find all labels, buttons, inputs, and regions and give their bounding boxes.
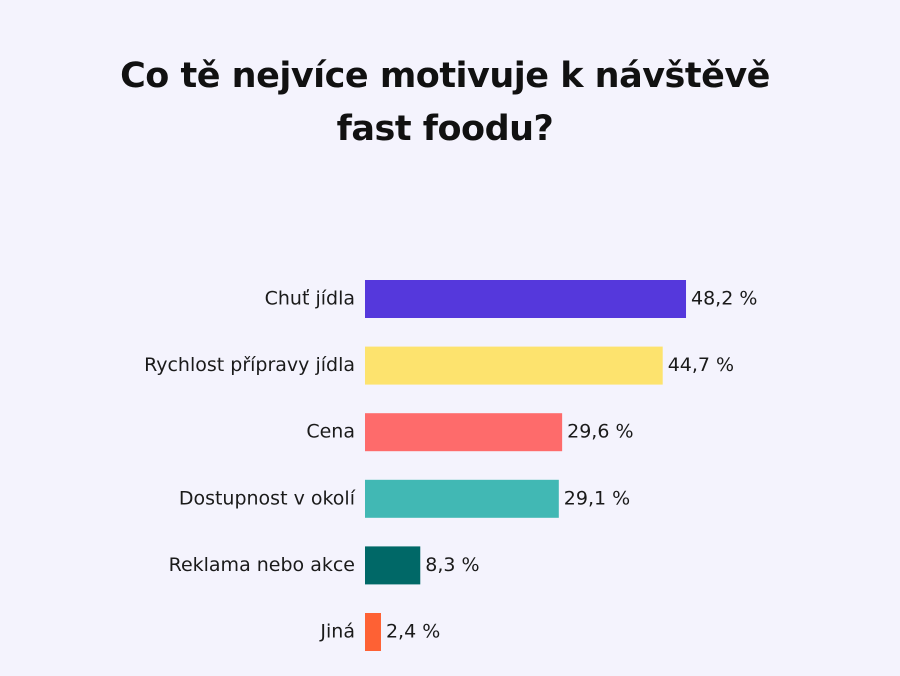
bar	[365, 546, 421, 585]
value-label: 48,2 %	[691, 288, 757, 310]
value-label: 2,4 %	[386, 621, 440, 643]
value-label: 44,7 %	[668, 354, 734, 376]
value-label: 29,1 %	[564, 487, 630, 509]
bar	[365, 413, 563, 452]
category-label: Reklama nebo akce	[169, 554, 355, 576]
category-label: Dostupnost v okolí	[179, 487, 356, 509]
chart-title: Co tě nejvíce motivuje k návštěvě fast f…	[120, 56, 770, 149]
bar	[365, 346, 663, 385]
bar	[365, 479, 559, 518]
category-label: Chuť jídla	[265, 288, 355, 310]
category-label: Cena	[306, 421, 355, 443]
category-label: Jiná	[319, 621, 355, 643]
value-label: 8,3 %	[425, 554, 479, 576]
category-label: Rychlost přípravy jídla	[144, 354, 355, 376]
bar	[365, 613, 381, 651]
value-label: 29,6 %	[567, 421, 633, 443]
bar	[365, 280, 687, 318]
